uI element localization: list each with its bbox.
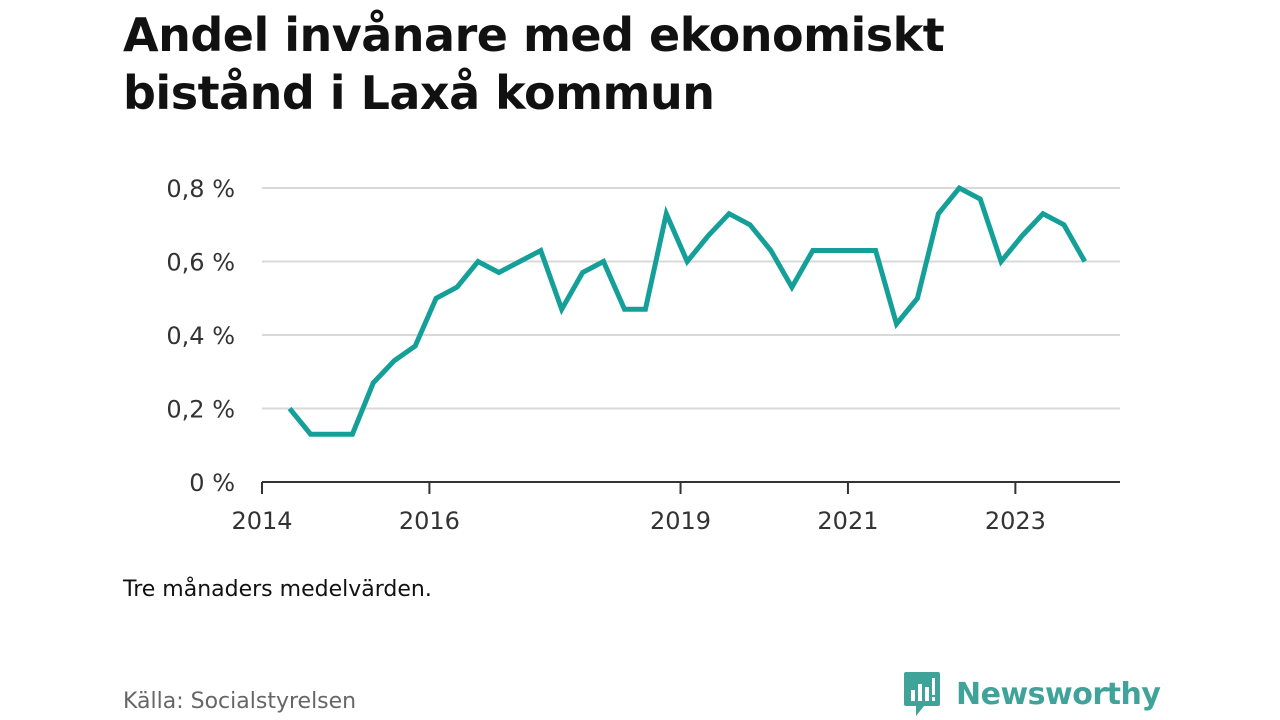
y-axis-labels: 0 % 0,2 % 0,4 % 0,6 % 0,8 % — [166, 175, 235, 497]
source-credit: Källa: Socialstyrelsen — [123, 689, 357, 714]
x-tick-label: 2014 — [231, 507, 292, 535]
x-axis-ticks — [261, 482, 1017, 494]
y-tick-label: 0,2 % — [166, 396, 235, 424]
x-tick-label: 2023 — [985, 507, 1046, 535]
x-tick-label: 2021 — [817, 507, 878, 535]
y-tick-label: 0 % — [189, 469, 235, 497]
chart-note: Tre månaders medelvärden. — [123, 577, 432, 602]
chart-title: Andel invånare med ekonomiskt bistånd i … — [123, 8, 945, 120]
series-line — [287, 184, 1087, 437]
x-tick-label: 2016 — [399, 507, 460, 535]
newsworthy-logo-icon — [904, 672, 940, 716]
y-tick-label: 0,4 % — [166, 322, 235, 350]
brand-name: Newsworthy — [956, 676, 1161, 712]
y-tick-label: 0,6 % — [166, 249, 235, 277]
grid-lines — [262, 187, 1120, 410]
y-tick-label: 0,8 % — [166, 175, 235, 203]
x-tick-label: 2019 — [650, 507, 711, 535]
newsworthy-logo: Newsworthy — [902, 670, 1161, 718]
x-axis-labels: 2014 2016 2019 2021 2023 — [231, 507, 1045, 535]
